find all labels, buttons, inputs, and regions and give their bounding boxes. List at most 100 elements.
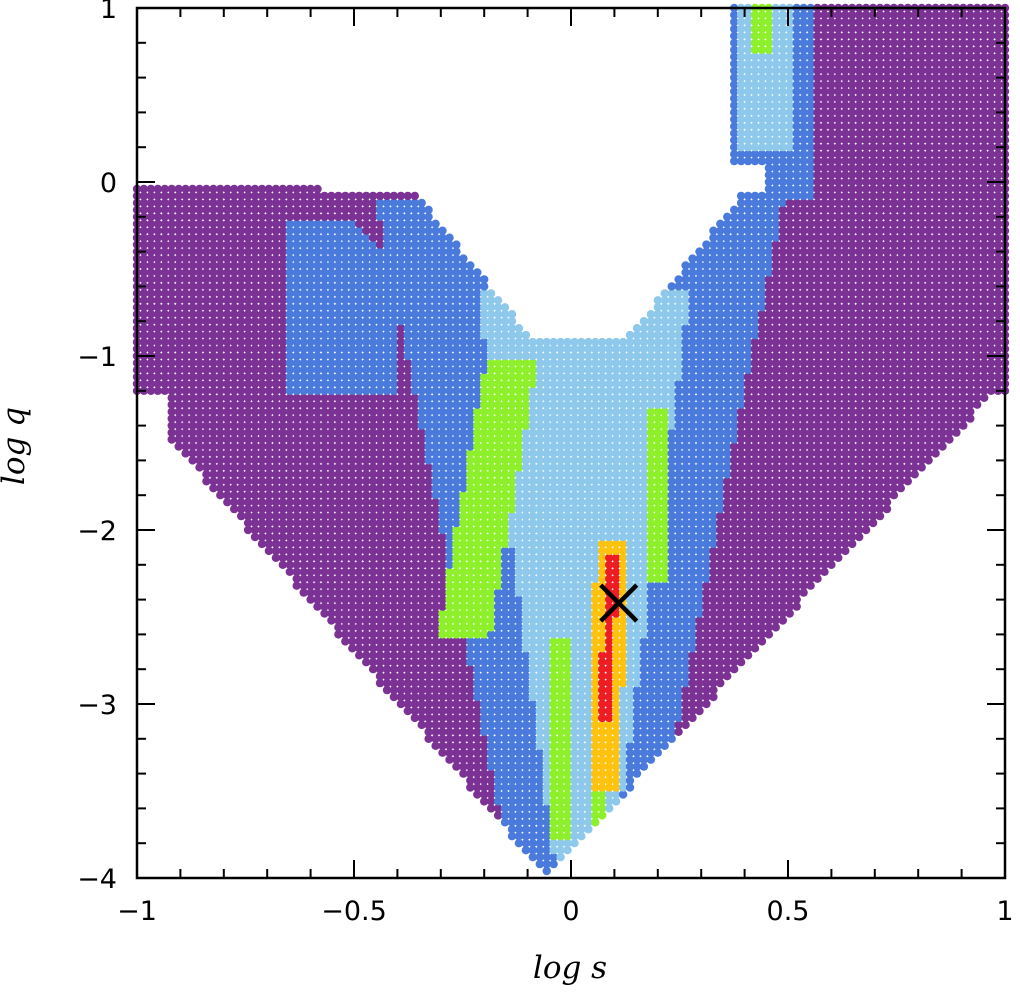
scatter-point — [563, 741, 572, 750]
scatter-point — [549, 825, 558, 834]
scatter-point — [535, 859, 544, 869]
scatter-point — [521, 839, 531, 848]
scatter-point — [500, 706, 510, 716]
scatter-point — [438, 706, 447, 716]
scatter-point — [521, 755, 531, 764]
scatter-point — [632, 762, 642, 771]
scatter-point — [535, 769, 544, 778]
scatter-point — [570, 699, 579, 709]
scatter-point — [549, 859, 558, 869]
scatter-point — [521, 748, 531, 757]
scatter-point — [632, 685, 642, 695]
scatter-point — [611, 790, 621, 799]
scatter-point — [618, 769, 628, 778]
scatter-point — [542, 699, 551, 709]
scatter-point — [480, 790, 489, 799]
scatter-point — [625, 692, 635, 702]
scatter-point — [493, 727, 503, 736]
scatter-point — [542, 818, 551, 827]
scatter-point — [556, 825, 565, 834]
scatter-point — [653, 692, 662, 702]
scatter-point — [542, 846, 551, 855]
scatter-point — [535, 734, 544, 743]
scatter-point — [493, 713, 503, 723]
scatter-point — [396, 692, 406, 702]
scatter-point — [542, 797, 551, 806]
scatter-point — [424, 678, 433, 688]
scatter-point — [424, 699, 433, 709]
scatter-point — [591, 818, 600, 827]
scatter-point — [486, 797, 496, 806]
scatter-point — [556, 769, 565, 778]
scatter-point — [681, 692, 690, 702]
scatter-point — [584, 790, 593, 799]
scatter-point — [577, 741, 586, 750]
scatter-point — [542, 762, 551, 771]
scatter-point — [500, 713, 510, 723]
scatter-point — [528, 692, 537, 702]
scatter-point — [535, 755, 544, 764]
scatter-point — [542, 685, 551, 695]
scatter-point — [605, 755, 614, 764]
scatter-point — [563, 699, 572, 709]
scatter-point — [445, 741, 454, 750]
scatter-point — [681, 699, 690, 709]
scatter-point — [486, 692, 496, 702]
scatter-point — [563, 776, 572, 785]
scatter-point — [584, 804, 593, 813]
scatter-point — [452, 727, 461, 736]
scatter-point — [632, 713, 642, 723]
scatter-point — [556, 783, 565, 792]
scatter-point — [605, 685, 614, 695]
scatter-point — [549, 776, 558, 785]
scatter-point — [431, 741, 440, 750]
scatter-point — [591, 748, 600, 757]
scatter-point — [466, 776, 475, 785]
scatter-point — [528, 818, 537, 827]
scatter-point — [625, 783, 635, 792]
scatter-point — [556, 776, 565, 785]
scatter-point — [605, 692, 614, 702]
scatter-point — [431, 678, 440, 688]
scatter-point — [542, 790, 551, 799]
scatter-point — [542, 720, 551, 730]
scatter-point — [500, 769, 510, 778]
scatter-point — [473, 783, 482, 792]
scatter-point — [584, 762, 593, 771]
scatter-point — [556, 839, 565, 848]
scatter-point — [493, 790, 503, 799]
scatter-point — [667, 727, 676, 736]
scatter-point — [577, 734, 586, 743]
scatter-point — [424, 706, 433, 716]
scatter-point — [584, 741, 593, 750]
scatter-point — [605, 727, 614, 736]
scatter-point — [486, 762, 496, 771]
scatter-point — [570, 811, 579, 820]
scatter-point — [632, 755, 642, 764]
scatter-point — [549, 769, 558, 778]
scatter-point — [466, 748, 475, 757]
scatter-point — [542, 755, 551, 764]
scatter-point — [584, 713, 593, 723]
scatter-point — [542, 852, 551, 862]
scatter-point — [639, 685, 649, 695]
scatter-point — [598, 755, 607, 764]
scatter-point — [618, 741, 628, 750]
scatter-point — [486, 706, 496, 716]
scatter-point — [528, 846, 537, 855]
scatter-point — [480, 727, 489, 736]
scatter-point — [563, 727, 572, 736]
scatter-point — [625, 769, 635, 778]
scatter-point — [556, 811, 565, 820]
scatter-point — [521, 762, 531, 771]
scatter-point — [646, 685, 656, 695]
scatter-point — [521, 692, 531, 702]
scatter-point — [625, 755, 635, 764]
scatter-point — [584, 783, 593, 792]
scatter-point — [535, 748, 544, 757]
scatter-point — [375, 678, 385, 688]
scatter-point — [480, 678, 489, 688]
scatter-point — [577, 818, 586, 827]
scatter-point — [528, 839, 537, 848]
scatter-point — [535, 741, 544, 750]
